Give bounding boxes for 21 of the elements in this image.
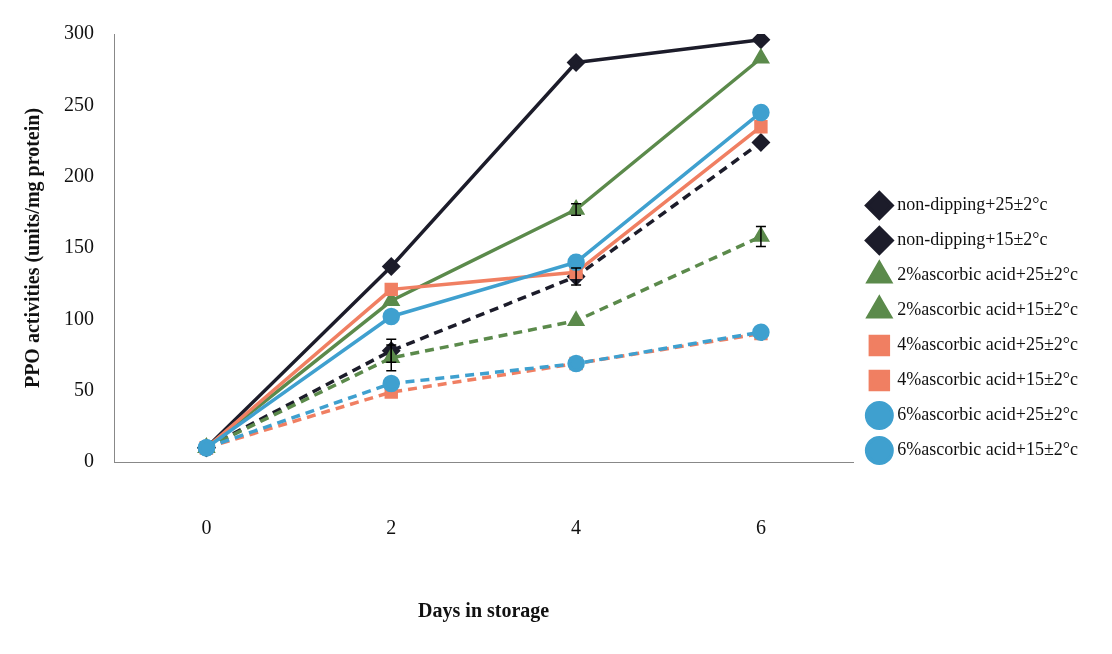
y-tick-label: 100: [64, 306, 94, 329]
legend-label: 4%ascorbic acid+15±2°c: [897, 369, 1079, 390]
legend-label: non-dipping+15±2°c: [897, 229, 1048, 250]
x-tick-label: 6: [755, 516, 766, 539]
legend-label: 2%ascorbic acid+25±2°c: [897, 264, 1079, 285]
x-tick-label: 4: [571, 516, 582, 539]
y-tick-label: 250: [64, 92, 94, 115]
y-tick-label: 150: [64, 235, 94, 258]
x-tick-label: 2: [386, 516, 397, 539]
y-axis-title: PPO activities (units/mg protein): [21, 107, 45, 389]
legend-label: 6%ascorbic acid+15±2°c: [897, 439, 1079, 460]
y-tick-label: 300: [64, 21, 94, 44]
legend-label: non-dipping+25±2°c: [897, 194, 1048, 215]
legend-label: 2%ascorbic acid+15±2°c: [897, 299, 1079, 320]
legend-label: 4%ascorbic acid+25±2°c: [897, 334, 1079, 355]
y-tick-label: 50: [74, 377, 94, 400]
x-tick-label: 0: [201, 516, 212, 539]
x-axis-title: Days in storage: [418, 599, 550, 623]
legend-label: 6%ascorbic acid+25±2°c: [897, 404, 1079, 425]
y-tick-label: 0: [84, 449, 94, 472]
y-tick-label: 200: [64, 163, 94, 186]
